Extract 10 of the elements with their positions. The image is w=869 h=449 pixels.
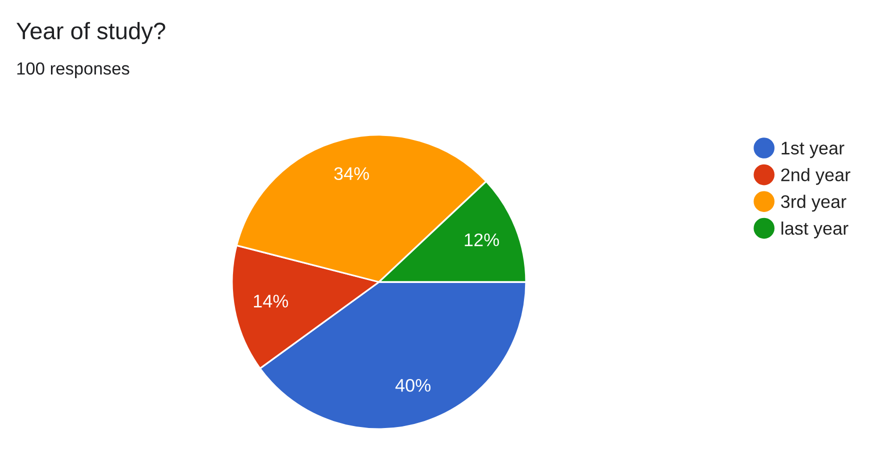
data-label: 40% [395, 378, 431, 392]
data-label: 14% [254, 294, 288, 308]
text: 100 responses [17, 62, 130, 78]
legend-label: 1st year [782, 142, 844, 158]
data-label: 12% [464, 233, 499, 246]
data-label: 34% [334, 167, 369, 180]
chart-title: Year of study? [16, 22, 166, 44]
legend-label: last year [782, 222, 848, 238]
legend-label: 3rd year [781, 194, 846, 212]
legend-label: 2nd year [781, 168, 850, 185]
